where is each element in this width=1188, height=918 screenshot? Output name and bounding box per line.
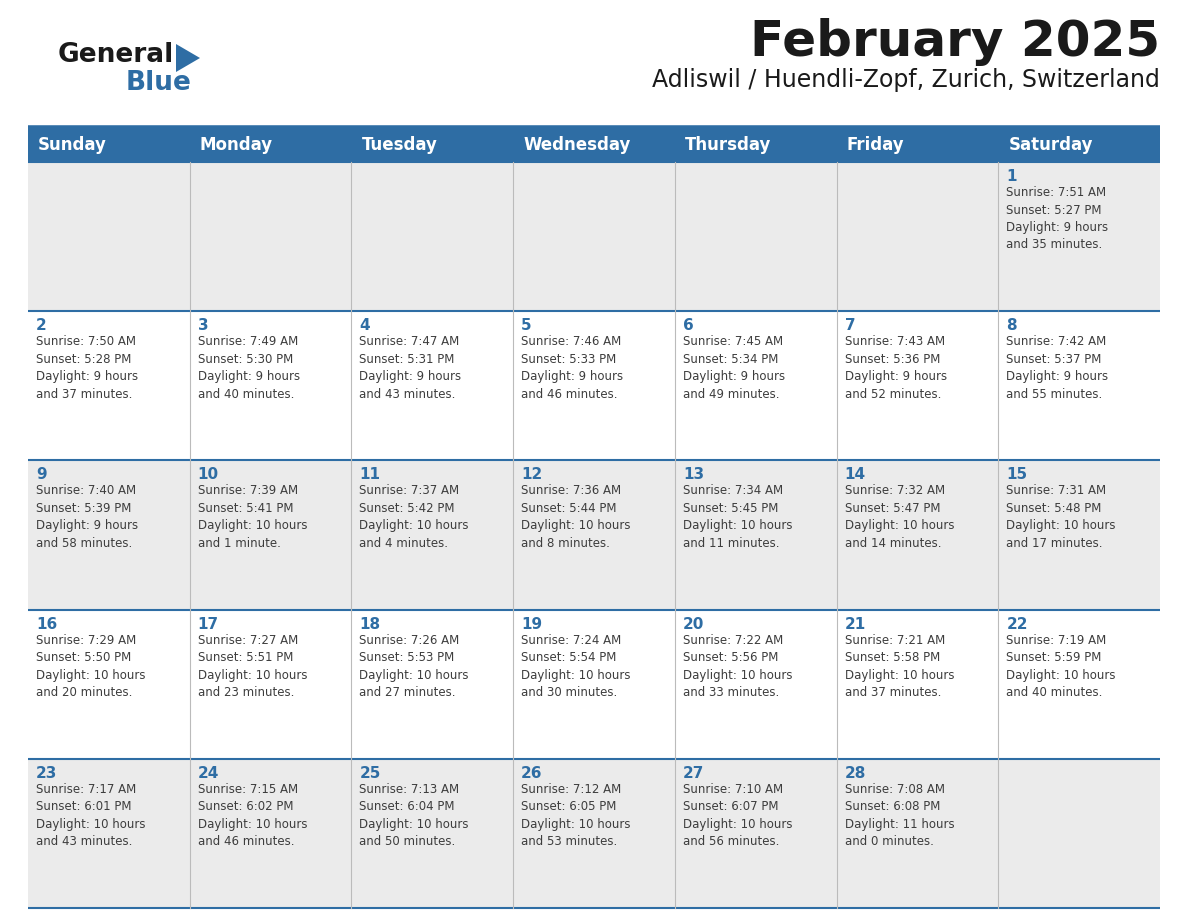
Text: Monday: Monday bbox=[200, 136, 273, 154]
Polygon shape bbox=[176, 44, 200, 72]
Text: 3: 3 bbox=[197, 319, 208, 333]
Text: 21: 21 bbox=[845, 617, 866, 632]
Text: Sunrise: 7:34 AM
Sunset: 5:45 PM
Daylight: 10 hours
and 11 minutes.: Sunrise: 7:34 AM Sunset: 5:45 PM Dayligh… bbox=[683, 485, 792, 550]
Text: Wednesday: Wednesday bbox=[523, 136, 631, 154]
Text: Sunrise: 7:42 AM
Sunset: 5:37 PM
Daylight: 9 hours
and 55 minutes.: Sunrise: 7:42 AM Sunset: 5:37 PM Dayligh… bbox=[1006, 335, 1108, 400]
Text: Sunrise: 7:19 AM
Sunset: 5:59 PM
Daylight: 10 hours
and 40 minutes.: Sunrise: 7:19 AM Sunset: 5:59 PM Dayligh… bbox=[1006, 633, 1116, 700]
Text: Tuesday: Tuesday bbox=[361, 136, 437, 154]
Bar bbox=[29, 311, 1159, 461]
Text: General: General bbox=[58, 42, 175, 68]
Text: 24: 24 bbox=[197, 766, 219, 781]
Text: 14: 14 bbox=[845, 467, 866, 482]
Text: 22: 22 bbox=[1006, 617, 1028, 632]
Text: Blue: Blue bbox=[126, 70, 192, 96]
Bar bbox=[29, 759, 1159, 908]
Text: 16: 16 bbox=[36, 617, 57, 632]
Text: Sunrise: 7:45 AM
Sunset: 5:34 PM
Daylight: 9 hours
and 49 minutes.: Sunrise: 7:45 AM Sunset: 5:34 PM Dayligh… bbox=[683, 335, 785, 400]
Text: 23: 23 bbox=[36, 766, 57, 781]
Text: Sunrise: 7:40 AM
Sunset: 5:39 PM
Daylight: 9 hours
and 58 minutes.: Sunrise: 7:40 AM Sunset: 5:39 PM Dayligh… bbox=[36, 485, 138, 550]
Text: Sunrise: 7:50 AM
Sunset: 5:28 PM
Daylight: 9 hours
and 37 minutes.: Sunrise: 7:50 AM Sunset: 5:28 PM Dayligh… bbox=[36, 335, 138, 400]
Text: 11: 11 bbox=[360, 467, 380, 482]
Text: 8: 8 bbox=[1006, 319, 1017, 333]
Text: 2: 2 bbox=[36, 319, 46, 333]
Text: 27: 27 bbox=[683, 766, 704, 781]
Text: Sunrise: 7:43 AM
Sunset: 5:36 PM
Daylight: 9 hours
and 52 minutes.: Sunrise: 7:43 AM Sunset: 5:36 PM Dayligh… bbox=[845, 335, 947, 400]
Text: Sunrise: 7:15 AM
Sunset: 6:02 PM
Daylight: 10 hours
and 46 minutes.: Sunrise: 7:15 AM Sunset: 6:02 PM Dayligh… bbox=[197, 783, 308, 848]
Text: 19: 19 bbox=[522, 617, 542, 632]
Text: Sunrise: 7:51 AM
Sunset: 5:27 PM
Daylight: 9 hours
and 35 minutes.: Sunrise: 7:51 AM Sunset: 5:27 PM Dayligh… bbox=[1006, 186, 1108, 252]
Text: Sunrise: 7:29 AM
Sunset: 5:50 PM
Daylight: 10 hours
and 20 minutes.: Sunrise: 7:29 AM Sunset: 5:50 PM Dayligh… bbox=[36, 633, 145, 700]
Text: Sunrise: 7:08 AM
Sunset: 6:08 PM
Daylight: 11 hours
and 0 minutes.: Sunrise: 7:08 AM Sunset: 6:08 PM Dayligh… bbox=[845, 783, 954, 848]
Text: Adliswil / Huendli-Zopf, Zurich, Switzerland: Adliswil / Huendli-Zopf, Zurich, Switzer… bbox=[652, 68, 1159, 92]
Text: Sunrise: 7:12 AM
Sunset: 6:05 PM
Daylight: 10 hours
and 53 minutes.: Sunrise: 7:12 AM Sunset: 6:05 PM Dayligh… bbox=[522, 783, 631, 848]
Text: 25: 25 bbox=[360, 766, 381, 781]
Text: Sunrise: 7:27 AM
Sunset: 5:51 PM
Daylight: 10 hours
and 23 minutes.: Sunrise: 7:27 AM Sunset: 5:51 PM Dayligh… bbox=[197, 633, 308, 700]
Text: 6: 6 bbox=[683, 319, 694, 333]
Text: February 2025: February 2025 bbox=[750, 18, 1159, 66]
Bar bbox=[29, 610, 1159, 759]
Bar bbox=[29, 461, 1159, 610]
Text: Sunrise: 7:39 AM
Sunset: 5:41 PM
Daylight: 10 hours
and 1 minute.: Sunrise: 7:39 AM Sunset: 5:41 PM Dayligh… bbox=[197, 485, 308, 550]
Text: Sunday: Sunday bbox=[38, 136, 107, 154]
Text: 4: 4 bbox=[360, 319, 369, 333]
Text: Sunrise: 7:37 AM
Sunset: 5:42 PM
Daylight: 10 hours
and 4 minutes.: Sunrise: 7:37 AM Sunset: 5:42 PM Dayligh… bbox=[360, 485, 469, 550]
Text: 7: 7 bbox=[845, 319, 855, 333]
Text: Sunrise: 7:10 AM
Sunset: 6:07 PM
Daylight: 10 hours
and 56 minutes.: Sunrise: 7:10 AM Sunset: 6:07 PM Dayligh… bbox=[683, 783, 792, 848]
Text: Sunrise: 7:49 AM
Sunset: 5:30 PM
Daylight: 9 hours
and 40 minutes.: Sunrise: 7:49 AM Sunset: 5:30 PM Dayligh… bbox=[197, 335, 299, 400]
Text: Sunrise: 7:47 AM
Sunset: 5:31 PM
Daylight: 9 hours
and 43 minutes.: Sunrise: 7:47 AM Sunset: 5:31 PM Dayligh… bbox=[360, 335, 462, 400]
Text: 1: 1 bbox=[1006, 169, 1017, 184]
Text: Sunrise: 7:13 AM
Sunset: 6:04 PM
Daylight: 10 hours
and 50 minutes.: Sunrise: 7:13 AM Sunset: 6:04 PM Dayligh… bbox=[360, 783, 469, 848]
Text: 13: 13 bbox=[683, 467, 704, 482]
Text: Thursday: Thursday bbox=[684, 136, 771, 154]
Text: Sunrise: 7:31 AM
Sunset: 5:48 PM
Daylight: 10 hours
and 17 minutes.: Sunrise: 7:31 AM Sunset: 5:48 PM Dayligh… bbox=[1006, 485, 1116, 550]
Text: 10: 10 bbox=[197, 467, 219, 482]
Text: 5: 5 bbox=[522, 319, 532, 333]
Text: 28: 28 bbox=[845, 766, 866, 781]
Text: Sunrise: 7:21 AM
Sunset: 5:58 PM
Daylight: 10 hours
and 37 minutes.: Sunrise: 7:21 AM Sunset: 5:58 PM Dayligh… bbox=[845, 633, 954, 700]
Text: Sunrise: 7:32 AM
Sunset: 5:47 PM
Daylight: 10 hours
and 14 minutes.: Sunrise: 7:32 AM Sunset: 5:47 PM Dayligh… bbox=[845, 485, 954, 550]
Text: 20: 20 bbox=[683, 617, 704, 632]
Text: Saturday: Saturday bbox=[1009, 136, 1093, 154]
Text: Friday: Friday bbox=[847, 136, 904, 154]
Text: Sunrise: 7:17 AM
Sunset: 6:01 PM
Daylight: 10 hours
and 43 minutes.: Sunrise: 7:17 AM Sunset: 6:01 PM Dayligh… bbox=[36, 783, 145, 848]
Text: 12: 12 bbox=[522, 467, 543, 482]
Bar bbox=[29, 128, 1159, 162]
Text: 17: 17 bbox=[197, 617, 219, 632]
Text: 15: 15 bbox=[1006, 467, 1028, 482]
Text: Sunrise: 7:24 AM
Sunset: 5:54 PM
Daylight: 10 hours
and 30 minutes.: Sunrise: 7:24 AM Sunset: 5:54 PM Dayligh… bbox=[522, 633, 631, 700]
Text: Sunrise: 7:46 AM
Sunset: 5:33 PM
Daylight: 9 hours
and 46 minutes.: Sunrise: 7:46 AM Sunset: 5:33 PM Dayligh… bbox=[522, 335, 624, 400]
Text: Sunrise: 7:26 AM
Sunset: 5:53 PM
Daylight: 10 hours
and 27 minutes.: Sunrise: 7:26 AM Sunset: 5:53 PM Dayligh… bbox=[360, 633, 469, 700]
Bar bbox=[29, 162, 1159, 311]
Text: Sunrise: 7:36 AM
Sunset: 5:44 PM
Daylight: 10 hours
and 8 minutes.: Sunrise: 7:36 AM Sunset: 5:44 PM Dayligh… bbox=[522, 485, 631, 550]
Text: 26: 26 bbox=[522, 766, 543, 781]
Text: Sunrise: 7:22 AM
Sunset: 5:56 PM
Daylight: 10 hours
and 33 minutes.: Sunrise: 7:22 AM Sunset: 5:56 PM Dayligh… bbox=[683, 633, 792, 700]
Text: 9: 9 bbox=[36, 467, 46, 482]
Text: 18: 18 bbox=[360, 617, 380, 632]
